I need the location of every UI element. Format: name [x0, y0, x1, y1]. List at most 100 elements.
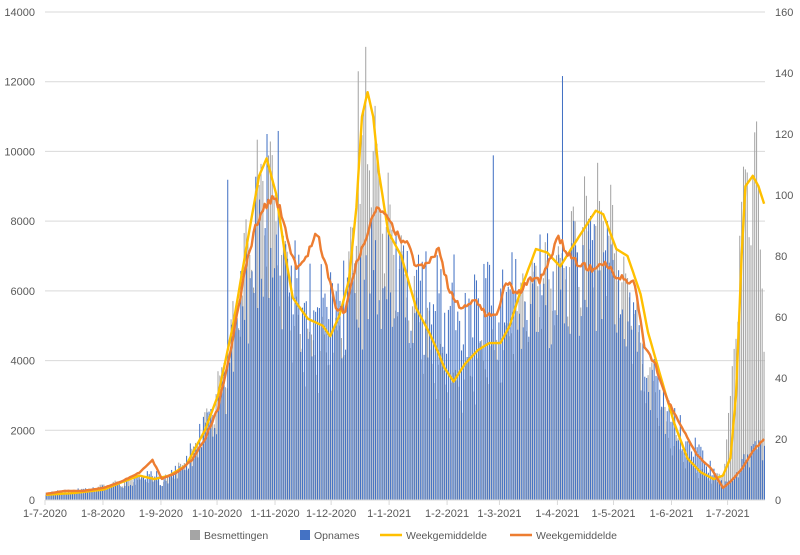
bar-opnames — [410, 330, 412, 500]
legend-label: Opnames — [314, 530, 360, 542]
bar-opnames — [245, 248, 247, 500]
left-tick-label: 4000 — [11, 356, 35, 368]
bar-opnames — [655, 375, 657, 500]
x-tick-label: 1-9-2020 — [139, 508, 183, 520]
bar-opnames — [305, 301, 307, 500]
bar-opnames — [264, 228, 266, 501]
x-tick-label: 1-8-2020 — [81, 508, 125, 520]
bar-opnames — [247, 343, 249, 500]
left-tick-label: 14000 — [4, 7, 35, 19]
bar-opnames — [217, 393, 219, 500]
bar-opnames — [159, 485, 161, 500]
bar-opnames — [560, 289, 562, 500]
bar-besmettingen — [746, 172, 748, 501]
bar-opnames — [563, 323, 565, 500]
bar-opnames — [431, 324, 433, 500]
bar-opnames — [505, 291, 507, 500]
bar-opnames — [266, 134, 268, 500]
bar-opnames — [489, 264, 491, 500]
x-tick-label: 1-7-2021 — [706, 508, 750, 520]
bar-opnames — [711, 475, 713, 500]
bar-opnames — [748, 467, 751, 500]
left-tick-label: 6000 — [11, 286, 35, 298]
right-tick-label: 20 — [775, 434, 787, 446]
bar-opnames — [664, 433, 666, 500]
bar-opnames — [715, 473, 717, 500]
bar-opnames — [180, 470, 182, 500]
bar-opnames — [653, 358, 655, 500]
bar-opnames — [100, 486, 102, 500]
bar-opnames — [365, 255, 367, 500]
bar-opnames — [178, 466, 180, 500]
bar-opnames — [111, 483, 113, 500]
bar-opnames — [144, 479, 146, 500]
legend-label: Besmettingen — [204, 530, 268, 542]
bar-opnames — [234, 326, 236, 500]
bar-opnames — [268, 297, 270, 500]
bar-opnames — [384, 286, 386, 500]
bar-opnames — [737, 477, 739, 500]
bar-opnames — [118, 484, 120, 500]
bar-opnames — [518, 313, 520, 500]
x-axis-ticks: 1-7-2020 1-8-2020 1-9-2020 1-10-2020 1-11-20… — [23, 500, 750, 520]
bar-opnames — [713, 468, 715, 500]
bar-opnames — [606, 221, 608, 500]
bar-opnames — [595, 330, 597, 500]
bar-opnames — [193, 447, 195, 500]
bar-opnames — [356, 319, 358, 500]
bar-opnames — [202, 416, 204, 500]
bar-opnames — [481, 347, 483, 500]
bar-opnames — [618, 270, 620, 500]
bar-opnames — [51, 491, 53, 500]
bar-opnames — [146, 471, 148, 500]
bar-opnames — [709, 460, 711, 500]
bar-opnames — [573, 220, 575, 500]
bar-besmettingen — [759, 249, 761, 500]
bar-opnames — [502, 269, 504, 500]
bar-opnames — [532, 283, 534, 500]
bar-opnames — [752, 444, 754, 500]
bar-besmettingen — [754, 132, 756, 500]
bar-opnames — [528, 336, 530, 500]
bar-opnames — [554, 310, 556, 500]
bar-opnames — [257, 308, 259, 500]
bar-opnames — [47, 493, 49, 500]
right-axis-ticks: 0 20 40 60 80 100 120 140 160 — [775, 7, 793, 507]
bar-opnames — [425, 251, 427, 500]
bar-opnames — [227, 179, 229, 500]
bar-besmettingen — [744, 169, 746, 501]
legend: Besmettingen Opnames Weekgemiddelde Weekgem… — [190, 530, 617, 542]
bar-opnames — [152, 481, 154, 500]
bar-opnames — [444, 312, 446, 500]
bar-opnames — [287, 258, 289, 500]
bar-opnames — [494, 314, 496, 500]
bar-besmettingen — [757, 186, 759, 500]
bar-opnames — [90, 488, 92, 500]
bar-opnames — [460, 350, 463, 500]
bar-opnames — [672, 408, 674, 500]
bar-opnames — [762, 460, 764, 500]
bar-opnames — [593, 224, 595, 501]
bar-opnames — [204, 422, 206, 500]
bar-opnames — [485, 278, 487, 500]
bar-opnames — [500, 288, 502, 500]
bar-opnames — [576, 252, 578, 500]
bar-opnames — [354, 293, 356, 500]
bar-opnames — [436, 255, 438, 500]
bar-opnames — [337, 283, 339, 500]
bar-opnames — [586, 307, 588, 500]
bar-opnames — [429, 302, 431, 500]
bar-opnames — [487, 261, 489, 500]
bar-opnames — [754, 441, 756, 500]
bar-opnames — [380, 328, 382, 500]
bar-opnames — [567, 326, 569, 500]
bar-opnames — [346, 277, 348, 500]
bar-opnames — [391, 326, 393, 500]
right-tick-label: 0 — [775, 495, 781, 507]
bar-opnames — [739, 469, 741, 500]
bar-opnames — [75, 492, 77, 500]
bar-opnames — [373, 270, 375, 500]
bar-opnames — [616, 332, 618, 500]
bar-opnames — [358, 327, 360, 500]
bar-opnames — [199, 423, 201, 500]
